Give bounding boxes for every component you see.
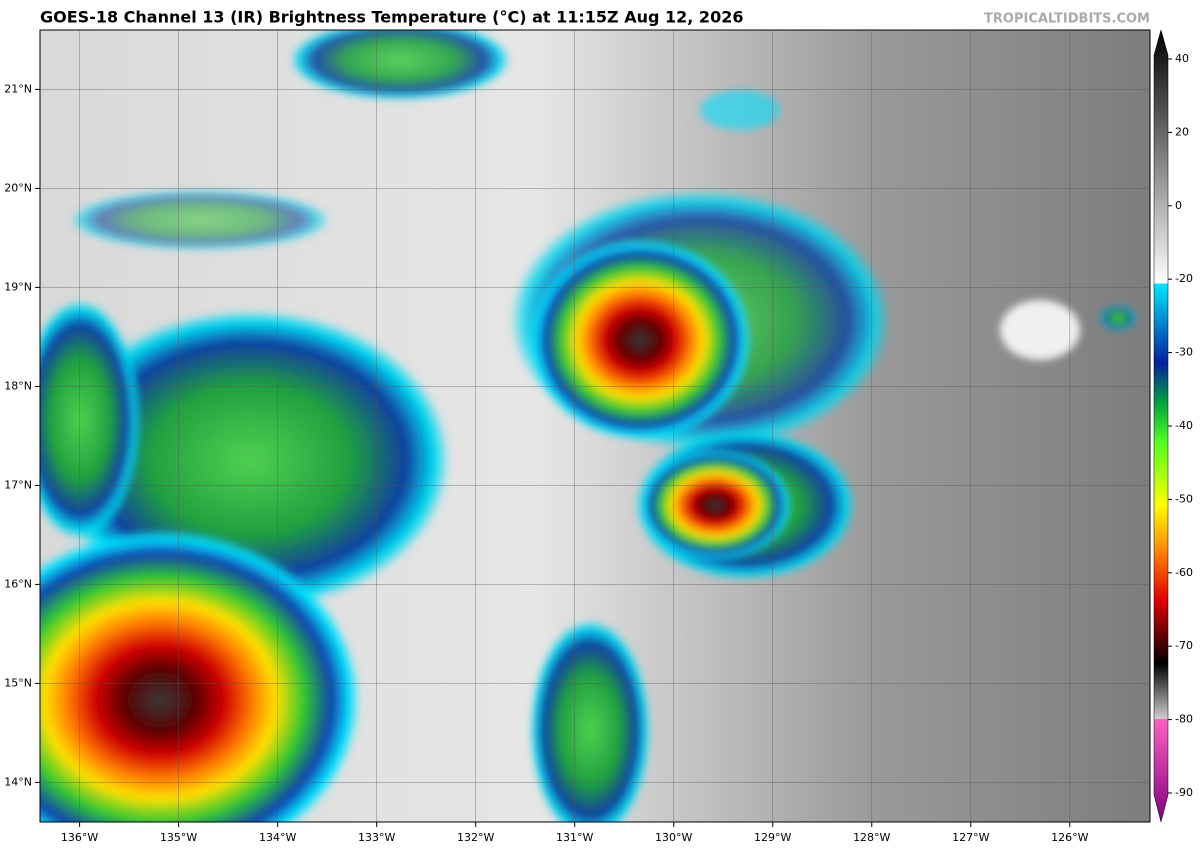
y-tick-label: 16°N [4,577,32,590]
y-tick-label: 19°N [4,280,32,293]
x-tick-label: 135°W [160,831,197,844]
x-tick-label: 131°W [556,831,593,844]
imagery [40,30,1150,822]
x-tick-label: 126°W [1051,831,1088,844]
y-tick-label: 14°N [4,775,32,788]
title: GOES-18 Channel 13 (IR) Brightness Tempe… [40,8,743,27]
colorbar-label: -70 [1175,639,1193,652]
y-tick-label: 18°N [4,379,32,392]
x-tick-label: 136°W [61,831,98,844]
y-tick-label: 20°N [4,181,32,194]
x-tick-label: 129°W [754,831,791,844]
colorbar-label: -90 [1175,786,1193,799]
colorbar-label: -80 [1175,713,1193,726]
credit: TROPICALTIDBITS.COM [984,12,1150,27]
colorbar-label: 20 [1175,125,1189,138]
colorbar-label: -20 [1175,272,1193,285]
x-tick-label: 128°W [853,831,890,844]
colorbar-label: -40 [1175,419,1193,432]
y-tick-label: 17°N [4,478,32,491]
x-tick-label: 132°W [457,831,494,844]
colorbar-label: 0 [1175,199,1182,212]
x-tick-label: 133°W [358,831,395,844]
colorbar-label: -50 [1175,492,1193,505]
colorbar-label: -60 [1175,566,1193,579]
y-tick-label: 15°N [4,676,32,689]
x-tick-label: 130°W [655,831,692,844]
colorbar-label: -30 [1175,346,1193,359]
colorbar-label: 40 [1175,52,1189,65]
x-tick-label: 134°W [259,831,296,844]
colorbar [1153,29,1169,823]
y-tick-label: 21°N [4,82,32,95]
map-frame [39,29,1151,823]
x-tick-label: 127°W [952,831,989,844]
